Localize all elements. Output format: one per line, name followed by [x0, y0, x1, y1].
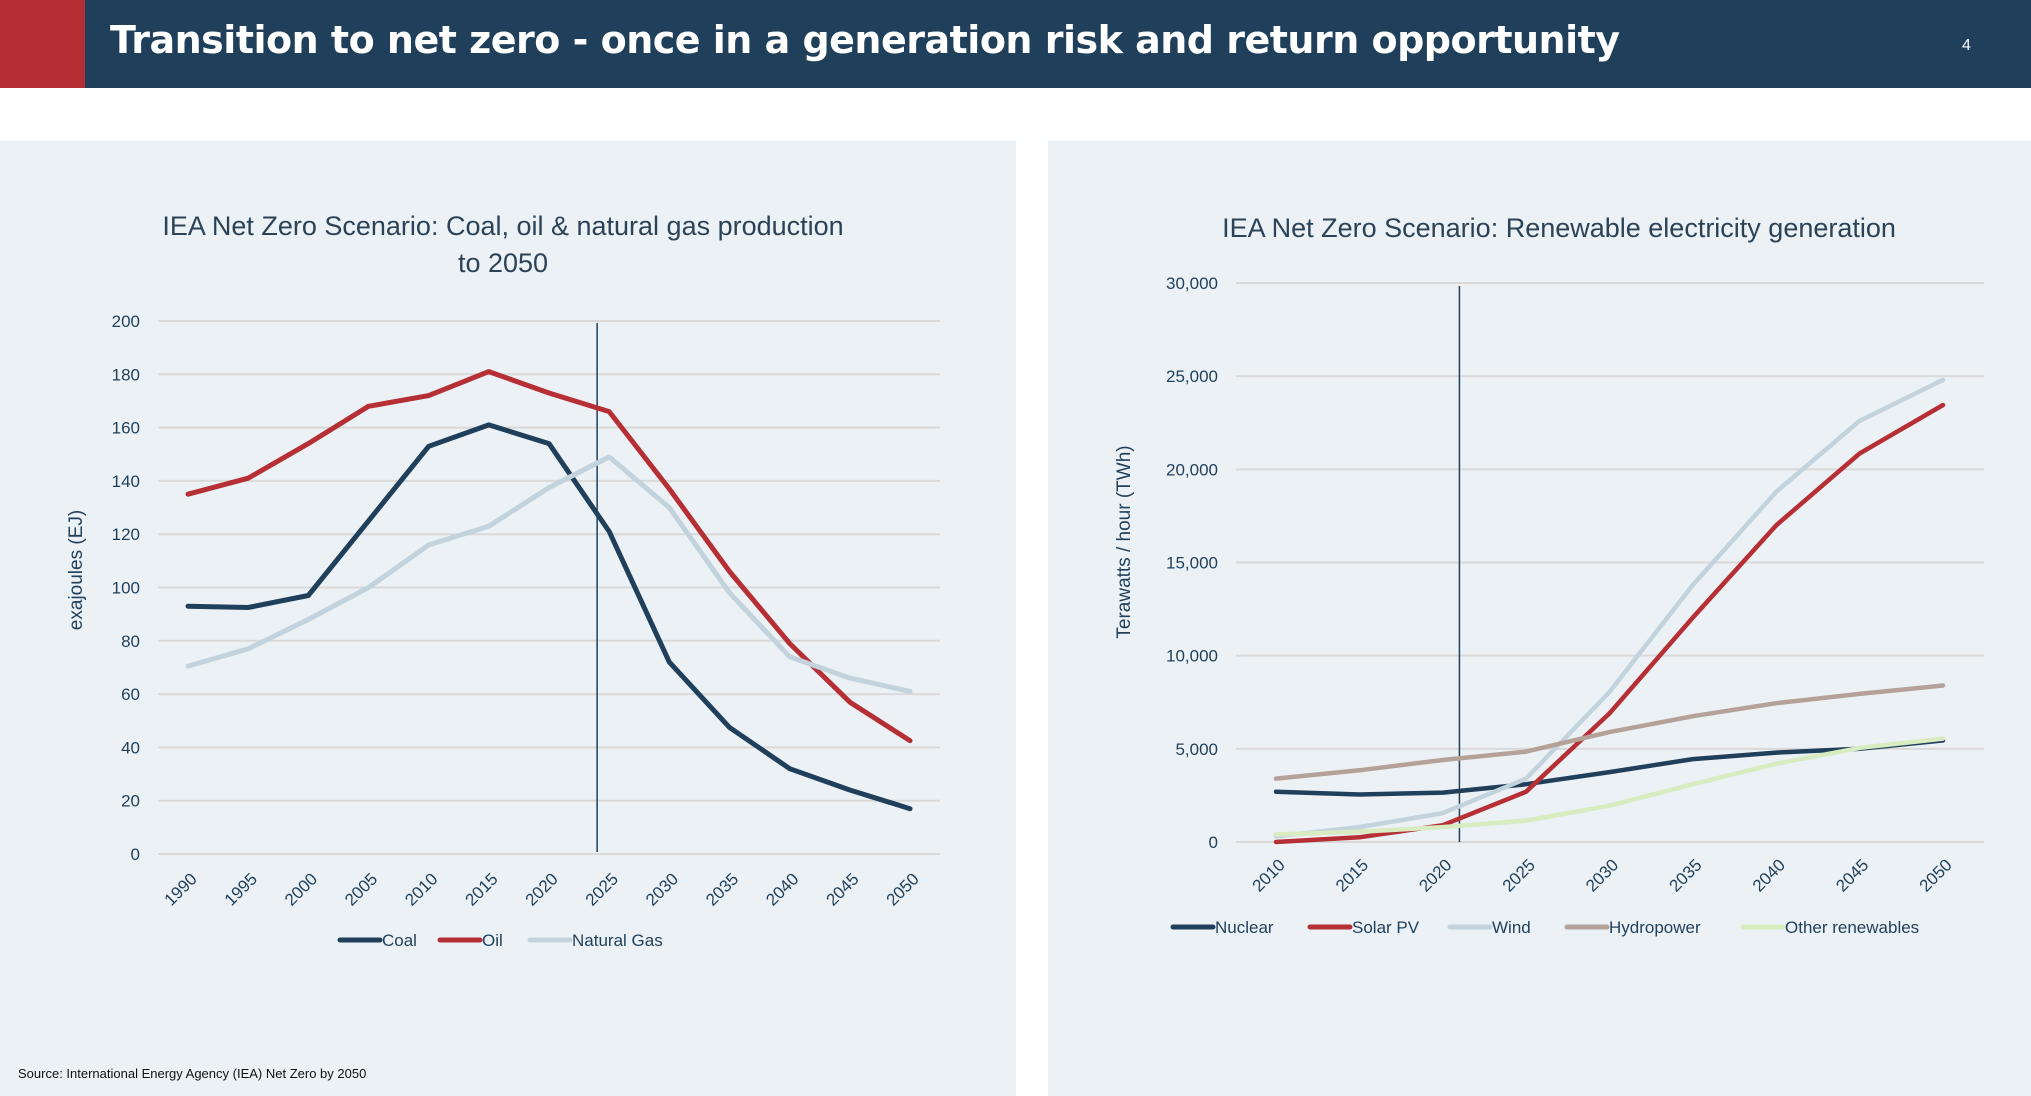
x-tick-label: 2035	[702, 869, 742, 909]
series-line-other-renewables	[1273, 736, 1946, 837]
y-tick-label: 10,000	[1166, 647, 1218, 666]
x-tick-label: 2025	[1499, 855, 1539, 895]
x-tick-label: 2050	[1916, 855, 1956, 895]
right-chart-panel: IEA Net Zero Scenario: Renewable electri…	[1048, 141, 2031, 1096]
y-tick-label: 20	[121, 792, 140, 811]
left-chart-panel: IEA Net Zero Scenario: Coal, oil & natur…	[0, 141, 1016, 1096]
renewable-generation-chart: IEA Net Zero Scenario: Renewable electri…	[1114, 213, 1984, 937]
legend-label-other-renewables: Other renewables	[1785, 918, 1919, 937]
y-tick-label: 0	[131, 845, 140, 864]
x-tick-label: 2035	[1666, 855, 1706, 895]
series-line-nuclear	[1273, 738, 1946, 797]
y-tick-label: 100	[112, 579, 140, 598]
x-tick-label: 2045	[1832, 855, 1872, 895]
y-tick-label: 180	[112, 365, 140, 384]
y-tick-label: 60	[121, 685, 140, 704]
legend-label-coal: Coal	[382, 931, 417, 950]
series-line-oil	[185, 369, 913, 744]
series-line-natural-gas	[185, 454, 913, 694]
series-line-hydropower	[1273, 683, 1946, 781]
y-tick-label: 200	[112, 312, 140, 331]
legend-label-natural-gas: Natural Gas	[572, 931, 663, 950]
x-tick-label: 2025	[582, 869, 622, 909]
series-line-wind	[1273, 377, 1946, 839]
y-axis-label: Terawatts / hour (TWh)	[1114, 445, 1135, 638]
y-tick-label: 0	[1209, 833, 1218, 852]
x-tick-label: 2015	[1332, 855, 1372, 895]
y-tick-label: 140	[112, 472, 140, 491]
x-tick-label: 1990	[161, 869, 201, 909]
y-tick-label: 160	[112, 419, 140, 438]
page-number: 4	[1962, 37, 1971, 54]
chart-title: IEA Net Zero Scenario: Coal, oil & natur…	[162, 211, 843, 241]
legend-label-solar-pv: Solar PV	[1352, 918, 1420, 937]
y-tick-label: 25,000	[1166, 367, 1218, 386]
y-tick-label: 30,000	[1166, 274, 1218, 293]
y-tick-label: 120	[112, 525, 140, 544]
slide-header: Transition to net zero - once in a gener…	[0, 0, 2031, 88]
y-tick-label: 20,000	[1166, 460, 1218, 479]
legend-label-nuclear: Nuclear	[1215, 918, 1274, 937]
header-accent-block	[0, 0, 85, 88]
x-tick-label: 2045	[822, 869, 862, 909]
chart-title: to 2050	[458, 248, 548, 278]
x-tick-label: 2010	[1249, 855, 1289, 895]
series-line-solar-pv	[1273, 402, 1946, 845]
x-tick-label: 2015	[461, 869, 501, 909]
fossil-fuel-production-chart: IEA Net Zero Scenario: Coal, oil & natur…	[66, 211, 940, 950]
x-tick-label: 2020	[522, 869, 562, 909]
legend-label-oil: Oil	[482, 931, 503, 950]
x-tick-label: 2040	[762, 869, 802, 909]
y-tick-label: 5,000	[1175, 740, 1218, 759]
y-tick-label: 15,000	[1166, 554, 1218, 573]
source-note: Source: International Energy Agency (IEA…	[18, 1066, 367, 1081]
x-tick-label: 2000	[281, 869, 321, 909]
x-tick-label: 2040	[1749, 855, 1789, 895]
x-tick-label: 1995	[221, 869, 261, 909]
y-axis-label: exajoules (EJ)	[66, 510, 87, 630]
slide-title: Transition to net zero - once in a gener…	[110, 18, 1620, 62]
x-tick-label: 2005	[341, 869, 381, 909]
series-line-coal	[185, 422, 913, 812]
chart-title: IEA Net Zero Scenario: Renewable electri…	[1222, 213, 1896, 243]
legend-label-hydropower: Hydropower	[1609, 918, 1701, 937]
legend-label-wind: Wind	[1492, 918, 1531, 937]
x-tick-label: 2030	[642, 869, 682, 909]
y-tick-label: 40	[121, 738, 140, 757]
x-tick-label: 2050	[883, 869, 923, 909]
x-tick-label: 2030	[1582, 855, 1622, 895]
y-tick-label: 80	[121, 632, 140, 651]
x-tick-label: 2020	[1415, 855, 1455, 895]
x-tick-label: 2010	[401, 869, 441, 909]
